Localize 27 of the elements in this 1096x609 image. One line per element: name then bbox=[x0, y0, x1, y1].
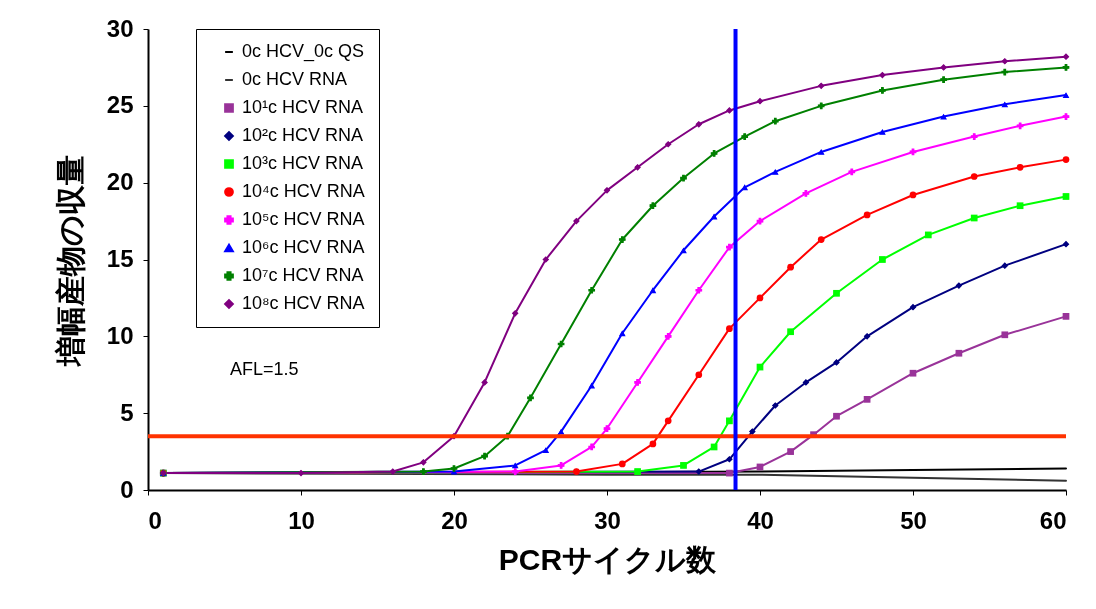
x-tick-label: 20 bbox=[441, 506, 468, 534]
y-tick-label: 20 bbox=[106, 168, 134, 196]
x-axis-title: PCRサイクル数 bbox=[498, 542, 718, 576]
x-tick-label: 50 bbox=[900, 506, 927, 534]
legend-label: 10²c HCV RNA bbox=[242, 125, 364, 145]
y-axis-title: 増幅産物の収量 bbox=[53, 154, 87, 367]
legend-label: 10³c HCV RNA bbox=[242, 153, 364, 173]
x-tick-label: 60 bbox=[1039, 506, 1067, 534]
legend-label: 10⁴c HCV RNA bbox=[242, 181, 365, 201]
legend-label: 10⁶c HCV RNA bbox=[242, 237, 365, 257]
x-tick-label: 10 bbox=[288, 506, 315, 534]
legend-label: 10⁵c HCV RNA bbox=[242, 209, 365, 229]
y-tick-label: 15 bbox=[106, 245, 134, 272]
x-tick-label: 0 bbox=[148, 506, 162, 534]
y-tick-label: 0 bbox=[120, 475, 134, 503]
legend-label: 10¹c HCV RNA bbox=[242, 97, 364, 117]
x-tick-label: 30 bbox=[594, 506, 621, 534]
x-tick-label: 40 bbox=[747, 506, 774, 534]
y-tick-label: 10 bbox=[106, 321, 134, 349]
legend-label: 10⁷c HCV RNA bbox=[242, 265, 364, 285]
y-tick-label: 30 bbox=[106, 14, 134, 42]
annotation: AFL=1.5 bbox=[230, 359, 299, 379]
y-tick-label: 25 bbox=[106, 91, 134, 119]
legend-label: 0c HCV_0c QS bbox=[242, 41, 365, 62]
legend-label: 10⁸c HCV RNA bbox=[242, 293, 365, 313]
y-tick-label: 5 bbox=[120, 398, 134, 426]
legend-label: 0c HCV RNA bbox=[242, 69, 348, 89]
